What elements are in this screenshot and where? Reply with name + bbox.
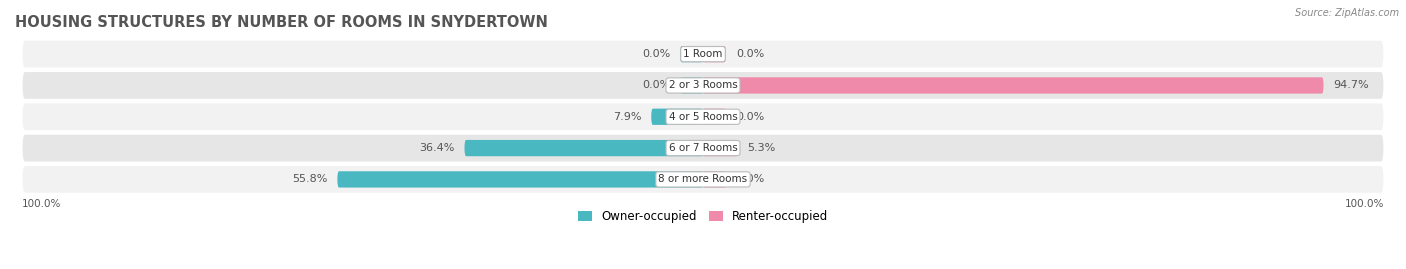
- Text: 2 or 3 Rooms: 2 or 3 Rooms: [669, 80, 737, 90]
- FancyBboxPatch shape: [21, 134, 1385, 162]
- Text: HOUSING STRUCTURES BY NUMBER OF ROOMS IN SNYDERTOWN: HOUSING STRUCTURES BY NUMBER OF ROOMS IN…: [15, 15, 548, 30]
- Text: 0.0%: 0.0%: [735, 174, 763, 185]
- Text: 5.3%: 5.3%: [748, 143, 776, 153]
- Text: 4 or 5 Rooms: 4 or 5 Rooms: [669, 112, 737, 122]
- Text: 55.8%: 55.8%: [292, 174, 328, 185]
- FancyBboxPatch shape: [703, 46, 725, 62]
- FancyBboxPatch shape: [703, 171, 725, 187]
- FancyBboxPatch shape: [21, 102, 1385, 131]
- Text: 6 or 7 Rooms: 6 or 7 Rooms: [669, 143, 737, 153]
- Text: 100.0%: 100.0%: [1346, 199, 1385, 209]
- FancyBboxPatch shape: [21, 71, 1385, 100]
- Text: 0.0%: 0.0%: [735, 112, 763, 122]
- FancyBboxPatch shape: [651, 109, 703, 125]
- Text: 36.4%: 36.4%: [419, 143, 454, 153]
- Text: 0.0%: 0.0%: [643, 49, 671, 59]
- Text: 1 Room: 1 Room: [683, 49, 723, 59]
- Text: 7.9%: 7.9%: [613, 112, 641, 122]
- Text: 8 or more Rooms: 8 or more Rooms: [658, 174, 748, 185]
- FancyBboxPatch shape: [21, 40, 1385, 69]
- Text: Source: ZipAtlas.com: Source: ZipAtlas.com: [1295, 8, 1399, 18]
- FancyBboxPatch shape: [21, 165, 1385, 194]
- Legend: Owner-occupied, Renter-occupied: Owner-occupied, Renter-occupied: [572, 206, 834, 228]
- Text: 0.0%: 0.0%: [735, 49, 763, 59]
- FancyBboxPatch shape: [464, 140, 703, 156]
- FancyBboxPatch shape: [703, 140, 738, 156]
- FancyBboxPatch shape: [681, 46, 703, 62]
- Text: 100.0%: 100.0%: [21, 199, 60, 209]
- Text: 94.7%: 94.7%: [1333, 80, 1369, 90]
- FancyBboxPatch shape: [337, 171, 703, 187]
- FancyBboxPatch shape: [681, 77, 703, 94]
- FancyBboxPatch shape: [703, 77, 1323, 94]
- FancyBboxPatch shape: [703, 109, 725, 125]
- Text: 0.0%: 0.0%: [643, 80, 671, 90]
